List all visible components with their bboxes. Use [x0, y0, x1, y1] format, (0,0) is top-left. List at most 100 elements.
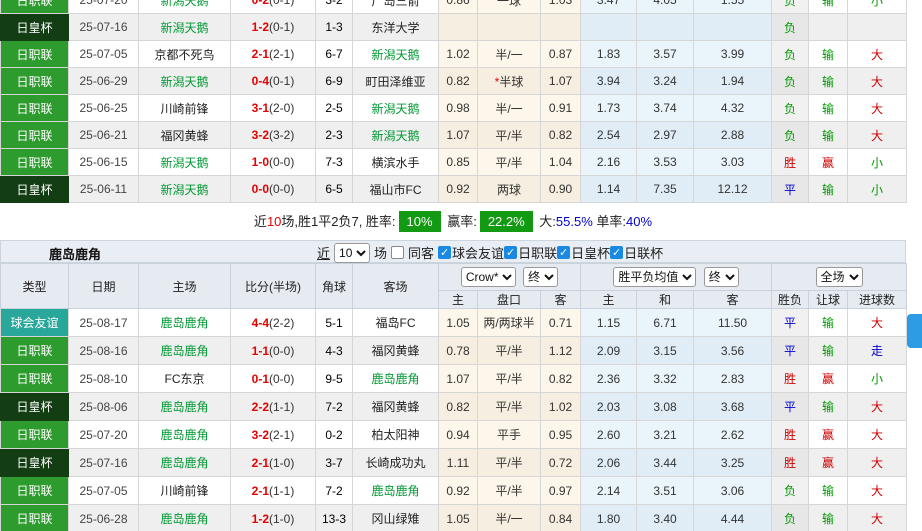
cell-result-goals: 大	[847, 448, 908, 477]
cell-odds-away: 0.71	[539, 308, 582, 337]
league-filter-label: 日联杯	[624, 246, 664, 261]
cell-league-type: 日职联	[0, 0, 69, 14]
side-panel-tab[interactable]	[907, 314, 922, 348]
cell-result-goals	[847, 13, 907, 41]
recent-count-select[interactable]: 10	[334, 242, 371, 263]
col-header-score: 比分(半场)	[230, 263, 316, 309]
cell-avg-away: 11.50	[693, 308, 773, 337]
cell-avg-draw: 3.08	[636, 392, 695, 421]
cell-result-wdl: 负	[771, 121, 809, 149]
league-filter-label: 日皇杯	[571, 246, 611, 261]
cell-corner-score: 6-5	[315, 175, 353, 203]
cell-home-team: 新潟天鹅	[138, 175, 231, 203]
cell-result-wdl: 平	[771, 175, 809, 203]
table-row: 球会友谊 25-08-17 鹿岛鹿角 4-4(2-2) 5-1 福岛FC 1.05 两/两球半…	[0, 308, 908, 337]
cell-avg-home: 2.03	[580, 392, 638, 421]
avg-type-select[interactable]: 胜平负均值	[613, 267, 697, 287]
cell-odds-away: 0.91	[540, 94, 581, 122]
cell-odds-away: 1.04	[540, 148, 581, 176]
cell-result-goals: 小	[847, 0, 907, 14]
summary-segment: 55.5%	[555, 214, 593, 229]
cell-corner-score: 3-7	[315, 448, 353, 477]
cell-odds-away: 1.03	[540, 0, 581, 14]
cell-corner-score: 7-2	[315, 476, 353, 505]
cell-odds-home: 0.85	[438, 148, 478, 176]
cell-league-type: 日职联	[0, 364, 69, 393]
cell-away-team: 福冈黄蜂	[352, 392, 439, 421]
cell-result-handicap: 输	[808, 121, 848, 149]
cell-league-type: 日皇杯	[0, 392, 69, 421]
summary-segment: 单率:	[592, 214, 627, 229]
cell-odds-away	[540, 13, 581, 41]
cell-odds-away: 1.12	[539, 336, 582, 365]
cell-corner-score: 3-2	[315, 0, 353, 14]
cell-handicap: *半球	[477, 67, 541, 95]
cell-odds-home: 0.82	[438, 67, 478, 95]
cell-date: 25-06-29	[68, 67, 139, 95]
table-row: 日职联 25-08-10 FC东京 0-1(0-0) 9-5 鹿岛鹿角 1.07 平/半 0.8…	[0, 364, 908, 393]
cell-avg-draw: 3.57	[636, 40, 694, 68]
avg-final-select[interactable]: 终	[703, 267, 739, 287]
near-link[interactable]: 近	[317, 246, 331, 261]
cell-avg-home: 2.54	[580, 121, 637, 149]
cell-handicap: 平/半	[477, 364, 541, 393]
cell-result-goals: 大	[847, 67, 907, 95]
cell-result-wdl: 胜	[771, 148, 809, 176]
cell-avg-away: 1.55	[693, 0, 772, 14]
cell-corner-score: 6-9	[315, 67, 353, 95]
cell-away-team: 新潟天鹅	[352, 40, 439, 68]
cell-corner-score: 0-2	[315, 420, 353, 449]
cell-result-goals: 大	[847, 504, 908, 531]
cell-avg-away: 4.32	[693, 94, 772, 122]
cell-avg-home: 1.73	[580, 94, 637, 122]
cell-away-team: 新潟天鹅	[352, 121, 439, 149]
cell-league-type: 日职联	[0, 67, 69, 95]
cell-avg-away: 3.56	[693, 336, 773, 365]
cell-result-handicap	[808, 13, 848, 41]
league-filter-checkbox[interactable]: ✓	[557, 246, 571, 259]
cell-odds-home: 1.07	[438, 121, 478, 149]
cell-score: 0-4(0-1)	[230, 67, 316, 95]
cell-corner-score: 2-3	[315, 121, 353, 149]
cell-corner-score: 9-5	[315, 364, 353, 393]
odds-company-select[interactable]: Crow*	[460, 267, 516, 287]
cell-avg-away: 4.44	[693, 504, 773, 531]
cell-result-handicap: 输	[808, 0, 848, 14]
cell-result-wdl: 负	[771, 40, 809, 68]
cell-odds-home: 0.78	[438, 336, 478, 365]
cell-away-team: 福山市FC	[352, 175, 439, 203]
cell-result-handicap: 赢	[808, 420, 849, 449]
table-row: 日职联 25-07-05 京都不死鸟 2-1(2-1) 6-7 新潟天鹅 1.02 半/一 0.…	[0, 40, 907, 68]
cell-result-handicap: 输	[808, 336, 849, 365]
cell-score: 0-2(0-1)	[230, 0, 316, 14]
scope-group-header: 全场	[771, 263, 908, 291]
odds-final-select[interactable]: 终	[523, 267, 559, 287]
same-away-checkbox[interactable]	[391, 246, 405, 259]
league-filter-checkbox[interactable]: ✓	[610, 246, 624, 259]
summary-segment: 10%	[398, 211, 441, 232]
table-row: 日职联 25-07-20 新潟天鹅 0-2(0-1) 3-2 广岛三箭 0.86 一球 1.03…	[0, 0, 907, 14]
cell-away-team: 冈山绿雉	[352, 504, 439, 531]
cell-result-goals: 小	[847, 148, 907, 176]
cell-result-handicap: 输	[808, 175, 848, 203]
cell-score: 2-1(1-1)	[230, 476, 316, 505]
cell-result-handicap: 输	[808, 476, 849, 505]
league-filter-checkbox[interactable]: ✓	[504, 246, 518, 259]
match-scope-select[interactable]: 全场	[815, 267, 863, 287]
cell-result-goals: 大	[847, 94, 907, 122]
table-row: 日皇杯 25-07-16 新潟天鹅 1-2(0-1) 1-3 东洋大学 负	[0, 13, 907, 41]
cell-result-goals: 小	[847, 364, 908, 393]
sub-header-avg-draw: 和	[636, 290, 695, 309]
cell-odds-away: 1.02	[539, 392, 582, 421]
cell-date: 25-07-05	[68, 476, 139, 505]
cell-home-team: 福冈黄蜂	[138, 121, 231, 149]
col-header-date: 日期	[68, 263, 139, 309]
cell-avg-away: 3.99	[693, 40, 772, 68]
cell-odds-away: 0.95	[539, 420, 582, 449]
table-row: 日皇杯 25-08-06 鹿岛鹿角 2-2(1-1) 7-2 福冈黄蜂 0.82 平/半 1.0…	[0, 392, 908, 421]
cell-odds-home: 1.11	[438, 448, 478, 477]
cell-league-type: 日职联	[0, 148, 69, 176]
cell-handicap	[477, 13, 541, 41]
league-filter-checkbox[interactable]: ✓	[438, 246, 452, 259]
